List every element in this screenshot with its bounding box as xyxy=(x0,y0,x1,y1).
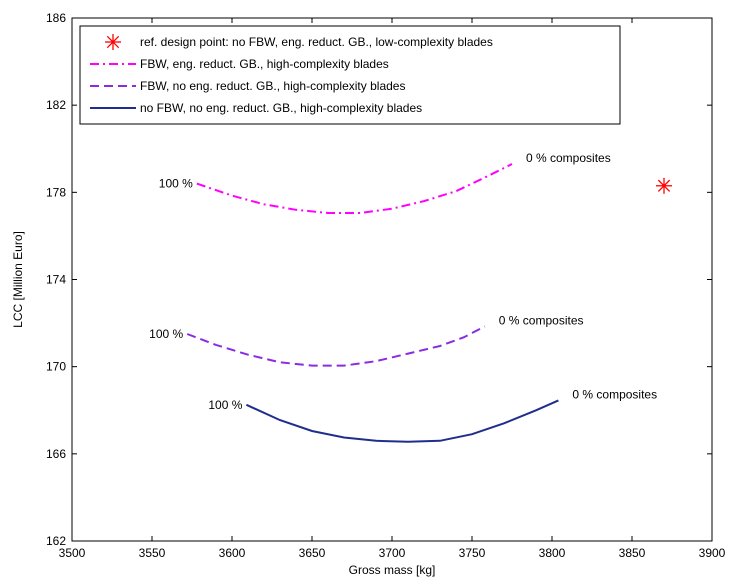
y-tick-label: 170 xyxy=(46,360,66,374)
x-tick-label: 3550 xyxy=(139,546,166,560)
legend-label: ref. design point: no FBW, eng. reduct. … xyxy=(140,35,493,49)
series-start-label: 100 % xyxy=(208,398,242,412)
x-axis-label: Gross mass [kg] xyxy=(349,563,436,577)
x-tick-label: 3850 xyxy=(619,546,646,560)
series-line-1 xyxy=(196,163,513,214)
x-tick-label: 3500 xyxy=(59,546,86,560)
y-tick-label: 186 xyxy=(46,11,66,25)
x-tick-label: 3650 xyxy=(299,546,326,560)
star-marker-stroke xyxy=(657,179,671,192)
series-end-label: 0 % composites xyxy=(499,313,584,327)
series-line-3 xyxy=(245,399,559,443)
legend-label: FBW, eng. reduct. GB., high-complexity b… xyxy=(140,57,389,71)
y-tick-label: 174 xyxy=(46,273,66,287)
x-tick-label: 3700 xyxy=(379,546,406,560)
legend-star-marker xyxy=(105,34,121,50)
legend-label: FBW, no eng. reduct. GB., high-complexit… xyxy=(140,79,405,93)
y-tick-label: 178 xyxy=(46,185,66,199)
y-axis-label: LCC [Million Euro] xyxy=(11,231,25,328)
y-tick-label: 166 xyxy=(46,447,66,461)
x-tick-label: 3800 xyxy=(539,546,566,560)
legend xyxy=(79,25,621,125)
x-tick-label: 3750 xyxy=(459,546,486,560)
y-tick-label: 182 xyxy=(46,98,66,112)
star-marker-stroke xyxy=(106,35,120,49)
legend-label: no FBW, no eng. reduct. GB., high-comple… xyxy=(140,101,422,115)
x-tick-label: 3900 xyxy=(699,546,726,560)
series-line-2 xyxy=(186,325,486,367)
series-start-label: 100 % xyxy=(149,327,183,341)
x-tick-label: 3600 xyxy=(219,546,246,560)
series-end-label: 0 % composites xyxy=(526,151,611,165)
series-end-label: 0 % composites xyxy=(572,387,657,401)
series-start-label: 100 % xyxy=(159,177,193,191)
y-tick-label: 162 xyxy=(46,534,66,548)
reference-point-star xyxy=(656,177,672,194)
